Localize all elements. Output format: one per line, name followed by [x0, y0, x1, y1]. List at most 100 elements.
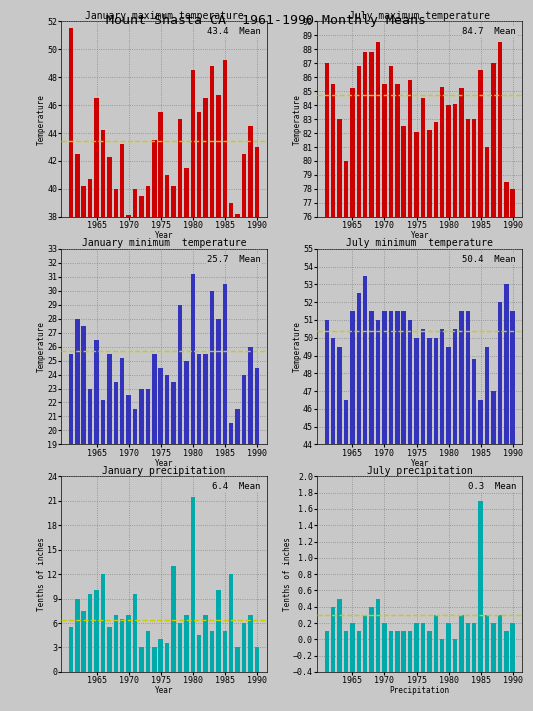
Bar — [376, 320, 381, 444]
X-axis label: Year: Year — [155, 231, 173, 240]
X-axis label: Year: Year — [410, 459, 429, 468]
Bar — [120, 144, 125, 217]
Text: Mount Shasta CA  1961-1990 Monthly Means: Mount Shasta CA 1961-1990 Monthly Means — [107, 14, 426, 27]
Bar — [255, 147, 259, 217]
Bar — [389, 66, 393, 217]
Bar — [427, 130, 432, 217]
Bar — [88, 388, 92, 444]
Bar — [120, 358, 125, 444]
Bar — [69, 28, 73, 217]
Title: July precipitation: July precipitation — [367, 466, 473, 476]
Bar — [401, 631, 406, 672]
Bar — [171, 186, 176, 217]
Bar — [491, 623, 496, 672]
Bar — [414, 338, 419, 444]
Bar — [248, 126, 253, 217]
Bar — [466, 119, 470, 217]
Bar — [203, 353, 208, 444]
Bar — [158, 112, 163, 217]
Bar — [242, 623, 246, 672]
Bar — [344, 161, 348, 217]
Bar — [75, 319, 79, 444]
Bar — [139, 388, 144, 444]
Bar — [210, 291, 214, 444]
Bar — [184, 360, 189, 444]
Bar — [337, 599, 342, 672]
Bar — [350, 88, 354, 217]
Bar — [369, 52, 374, 217]
Bar — [325, 631, 329, 672]
Y-axis label: Temperature: Temperature — [37, 321, 46, 372]
Bar — [433, 615, 438, 672]
Bar — [376, 599, 381, 672]
Bar — [485, 147, 489, 217]
Bar — [82, 326, 86, 444]
Bar — [101, 400, 105, 444]
Bar — [408, 320, 413, 444]
Title: January maximum temperature: January maximum temperature — [85, 11, 243, 21]
Bar — [389, 311, 393, 444]
Bar — [504, 284, 508, 444]
Bar — [69, 353, 73, 444]
Bar — [421, 98, 425, 217]
Bar — [350, 623, 354, 672]
Bar — [350, 311, 354, 444]
Bar — [133, 410, 138, 444]
Bar — [184, 615, 189, 672]
Bar — [216, 319, 221, 444]
Bar — [101, 574, 105, 672]
Bar — [498, 302, 502, 444]
Bar — [126, 395, 131, 444]
Bar — [401, 126, 406, 217]
Text: 84.7  Mean: 84.7 Mean — [463, 27, 516, 36]
Bar — [357, 631, 361, 672]
Bar — [177, 623, 182, 672]
Bar — [158, 639, 163, 672]
Bar — [229, 203, 233, 217]
X-axis label: Year: Year — [155, 686, 173, 695]
Bar — [146, 186, 150, 217]
Bar — [236, 648, 240, 672]
Text: 0.3  Mean: 0.3 Mean — [468, 482, 516, 491]
Title: July minimum  temperature: July minimum temperature — [346, 238, 493, 248]
Text: 50.4  Mean: 50.4 Mean — [463, 255, 516, 264]
Bar — [88, 179, 92, 217]
Bar — [75, 599, 79, 672]
Bar — [177, 305, 182, 444]
Bar — [120, 619, 125, 672]
Bar — [459, 88, 464, 217]
Bar — [236, 214, 240, 217]
Bar — [236, 410, 240, 444]
Bar — [248, 346, 253, 444]
Bar — [408, 631, 413, 672]
Bar — [190, 70, 195, 217]
Bar — [344, 631, 348, 672]
Bar — [325, 320, 329, 444]
Bar — [82, 186, 86, 217]
Bar — [216, 95, 221, 217]
Bar — [197, 635, 201, 672]
Bar — [446, 346, 451, 444]
Bar — [190, 274, 195, 444]
Bar — [331, 84, 335, 217]
Bar — [446, 623, 451, 672]
Bar — [216, 590, 221, 672]
Bar — [255, 648, 259, 672]
Bar — [88, 594, 92, 672]
Bar — [133, 189, 138, 217]
Bar — [382, 84, 387, 217]
Bar — [197, 112, 201, 217]
Bar — [376, 42, 381, 217]
Bar — [498, 42, 502, 217]
Bar — [229, 574, 233, 672]
Bar — [152, 140, 157, 217]
Bar — [479, 70, 483, 217]
Bar — [126, 215, 131, 217]
X-axis label: Precipitation: Precipitation — [390, 686, 450, 695]
Title: January minimum  temperature: January minimum temperature — [82, 238, 246, 248]
Bar — [440, 639, 445, 672]
Bar — [363, 615, 367, 672]
Bar — [414, 623, 419, 672]
Bar — [504, 631, 508, 672]
Bar — [459, 615, 464, 672]
